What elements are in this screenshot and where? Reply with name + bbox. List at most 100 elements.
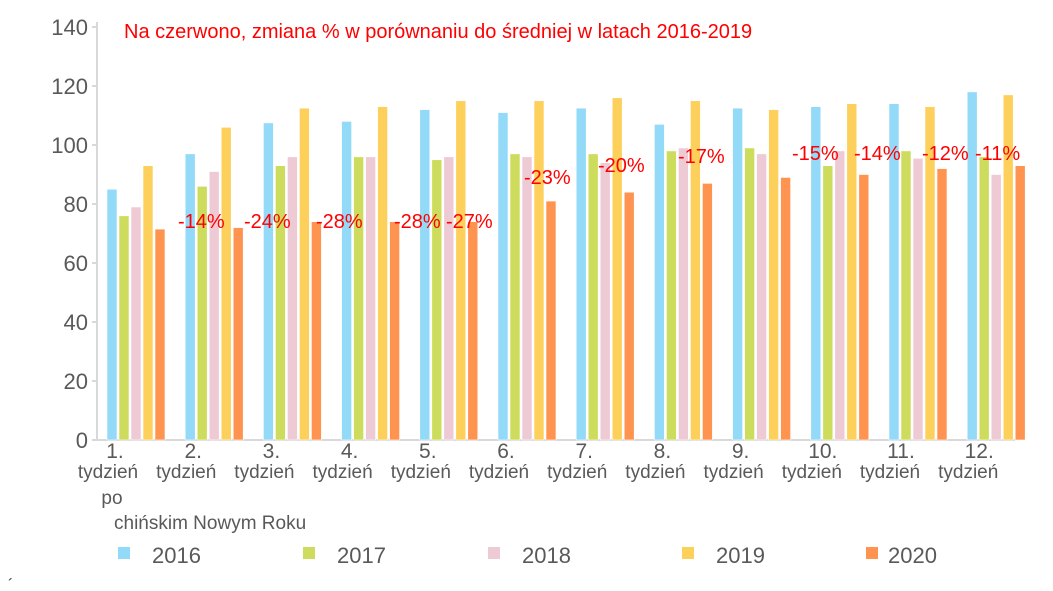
legend-swatch-2018 [488,547,500,559]
legend-swatch-2016 [118,547,130,559]
bar-2016-week-1 [106,188,118,441]
x-tick-sublabel: tydzień [547,462,607,483]
bar-2016-week-2 [184,153,196,441]
bar-2019-week-1 [142,165,154,441]
x-tick-label: 12. [965,440,994,463]
annotation-label: -14% [854,143,901,165]
x-tick-label: 3. [263,440,281,463]
bar-2020-week-11 [936,168,948,441]
legend-label: 2019 [716,543,765,568]
legend-label: 2017 [337,543,386,568]
x-tick-label: 8. [654,440,672,463]
annotation-label: -23% [524,167,571,189]
x-tick-sublabel: tydzień [938,462,998,483]
x-tick-label: 5. [419,440,437,463]
bar-2018-week-2 [208,171,220,441]
bar-2020-week-5 [467,221,479,441]
bar-2019-week-11 [924,106,936,441]
x-tick-label: 6. [497,440,515,463]
bar-2017-week-11 [900,150,912,441]
x-tick-label: 9. [732,440,750,463]
x-tick-extra: chińskim Nowym Roku [114,513,306,534]
bar-2020-week-2 [232,227,244,441]
bar-2020-week-12 [1014,165,1026,441]
legend-label: 2018 [522,543,571,568]
bar-2017-week-8 [666,150,677,441]
x-tick-sublabel: tydzień [860,462,920,483]
y-tick-label: 100 [51,133,88,158]
bar-2018-week-1 [130,206,142,441]
annotation-label: -12% [922,143,969,165]
x-tick-sublabel: tydzień [312,462,372,483]
bar-2017-week-6 [509,153,521,441]
bar-2016-week-4 [341,121,352,441]
bar-2018-week-6 [521,156,533,441]
x-tick-extra: po [101,488,122,509]
bar-2020-week-8 [702,183,713,441]
bar-2019-week-4 [377,106,388,441]
bar-2018-week-5 [443,156,455,441]
annotation-label: -28% [316,211,363,233]
bar-2018-week-9 [756,153,767,441]
bar-2019-week-6 [533,100,545,441]
bar-2017-week-5 [431,159,443,441]
x-tick-label: 11. [887,440,915,463]
bar-2019-week-2 [220,127,232,441]
bar-2016-week-7 [575,107,587,441]
bar-2019-week-10 [846,103,858,441]
y-tick-label: 140 [51,15,88,40]
y-tick-label: 40 [64,310,88,335]
y-tick-label: 0 [76,428,88,453]
bar-2017-week-12 [978,156,990,441]
legend-label: 2016 [152,543,201,568]
x-tick-label: 4. [341,440,359,463]
bar-2019-week-12 [1002,94,1014,441]
bar-2018-week-7 [599,162,611,441]
annotation-label: -17% [678,146,725,168]
bar-2019-week-7 [611,97,623,441]
x-tick-sublabel: tydzień [469,462,529,483]
bar-2020-week-1 [154,228,166,441]
annotation-label: -24% [244,211,291,233]
bar-2016-week-3 [263,122,274,441]
bar-2018-week-3 [287,156,298,441]
legend-swatch-2019 [682,547,694,559]
bar-2018-week-12 [990,174,1002,441]
x-tick-sublabel: tydzień [156,462,216,483]
x-tick-sublabel: tydzień [782,462,842,483]
bar-2016-week-9 [732,107,743,441]
bar-2016-week-12 [966,91,978,441]
bar-2019-week-8 [690,100,701,441]
annotation-label: -11% [975,143,1020,165]
x-tick-sublabel: tydzień [391,462,451,483]
chart-title: Na czerwono, zmiana % w porównaniu do śr… [124,21,752,43]
x-tick-sublabel: tydzień [703,462,763,483]
y-tick-label: 20 [64,369,88,394]
bar-2016-week-11 [888,103,900,441]
bar-2016-week-10 [810,106,822,441]
bar-2020-week-6 [545,200,557,441]
annotation-label: -15% [792,143,839,165]
bar-2019-week-3 [299,107,310,441]
x-tick-label: 7. [575,440,593,463]
bar-2020-week-7 [623,191,635,441]
bar-2018-week-10 [834,150,846,441]
annotation-label: -20% [598,155,645,177]
annotation-label: -14% [178,211,225,233]
bar-2020-week-9 [780,177,791,441]
annotation-label: -27% [446,211,493,233]
bar-2020-week-10 [858,174,870,441]
annotation-label: -28% [394,211,441,233]
legend-label: 2020 [888,543,937,568]
legend-swatch-2017 [303,547,315,559]
x-tick-label: 2. [184,440,202,463]
bar-2019-week-9 [768,109,779,441]
footer-mark: ´ [8,577,13,591]
bar-2016-week-5 [419,109,431,441]
x-tick-label: 10. [808,440,837,463]
y-tick-label: 60 [64,251,88,276]
x-tick-sublabel: tydzień [234,462,294,483]
x-tick-label: 1. [106,440,124,463]
bar-2018-week-11 [912,157,924,441]
